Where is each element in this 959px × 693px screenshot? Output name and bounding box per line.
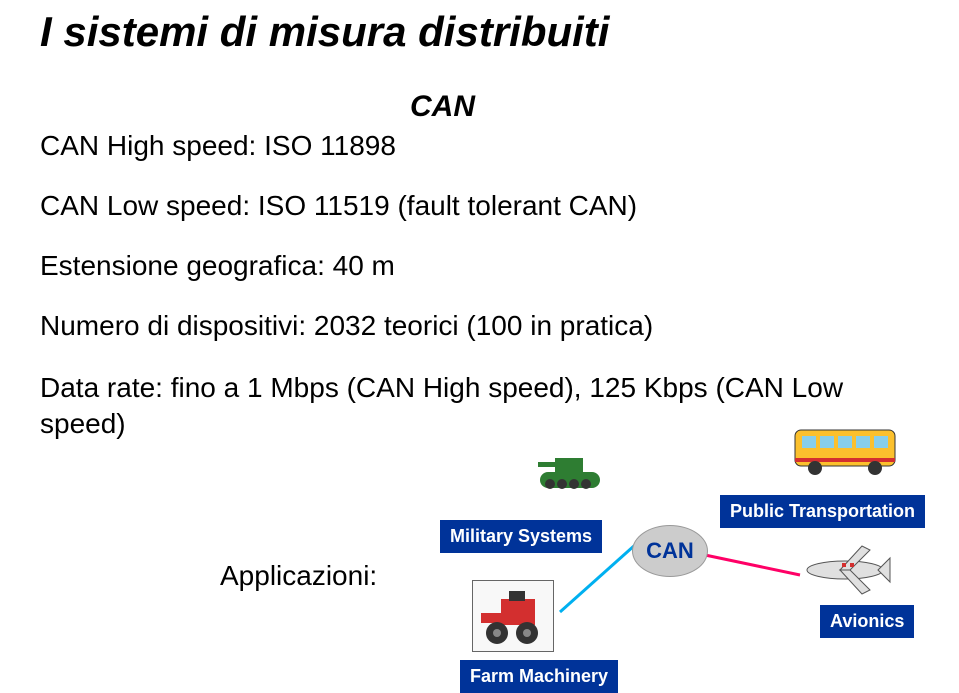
military-systems-label: Military Systems	[440, 520, 602, 553]
farm-machinery-label: Farm Machinery	[460, 660, 618, 693]
combine-icon	[472, 580, 554, 652]
avionics-label: Avionics	[820, 605, 914, 638]
spec-datarate: Data rate: fino a 1 Mbps (CAN High speed…	[40, 370, 919, 443]
spec-devices: Numero di dispositivi: 2032 teorici (100…	[40, 310, 653, 342]
bus-icon	[790, 420, 900, 480]
spec-lowspeed: CAN Low speed: ISO 11519 (fault tolerant…	[40, 190, 637, 222]
slide-title: I sistemi di misura distribuiti	[40, 8, 609, 56]
applications-label: Applicazioni:	[220, 560, 377, 592]
plane-icon	[800, 540, 895, 600]
public-transportation-label: Public Transportation	[720, 495, 925, 528]
spec-extent: Estensione geografica: 40 m	[40, 250, 395, 282]
can-center-oval: CAN	[632, 525, 708, 577]
subtitle-can: CAN	[410, 90, 475, 124]
spec-highspeed: CAN High speed: ISO 11898	[40, 130, 396, 162]
tank-icon	[530, 440, 610, 500]
